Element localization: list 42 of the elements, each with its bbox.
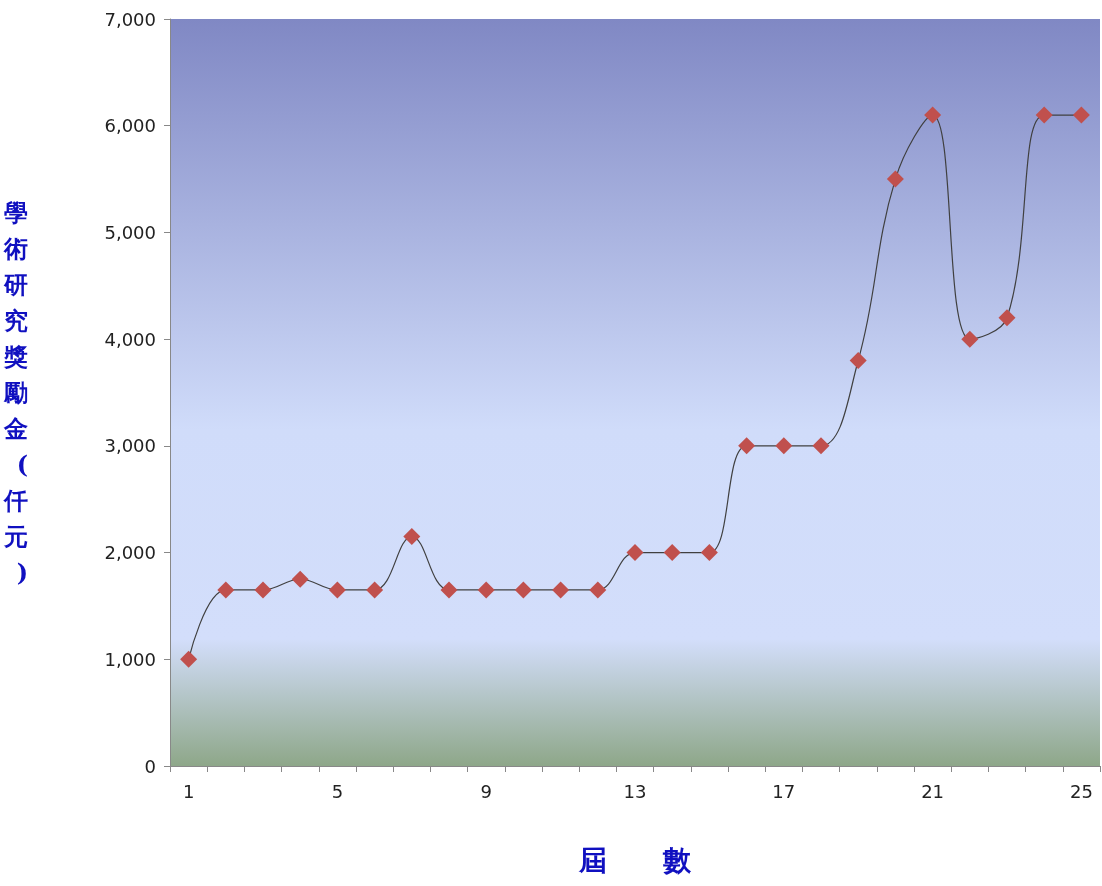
- point: [328, 581, 346, 599]
- point: [738, 437, 756, 455]
- y-tick-label: 3,000: [104, 435, 156, 457]
- x-axis-title: 屆 數: [578, 843, 692, 877]
- point: [477, 581, 495, 599]
- point: [961, 330, 979, 348]
- point: [1072, 106, 1090, 124]
- y-tick-label: 4,000: [104, 328, 156, 350]
- point: [440, 581, 458, 599]
- point: [552, 581, 570, 599]
- x-tick-label: 5: [331, 780, 344, 802]
- point: [1035, 106, 1053, 124]
- x-tick-label: 9: [480, 780, 492, 802]
- point: [886, 170, 904, 188]
- point: [924, 106, 942, 124]
- x-tick-label: 1: [182, 780, 195, 802]
- point: [291, 570, 309, 588]
- point: [775, 437, 793, 455]
- y-tick-label: 6,000: [104, 115, 156, 137]
- point: [700, 544, 718, 562]
- y-tick-label: 5,000: [104, 221, 156, 243]
- point: [514, 581, 532, 599]
- point: [663, 544, 681, 562]
- y-tick-label: 7,000: [104, 8, 156, 30]
- x-tick-label: 25: [1069, 780, 1093, 802]
- point: [626, 544, 644, 562]
- y-tick-label: 0: [144, 755, 156, 777]
- text: 學術研究獎勵金(仟元): [4, 198, 28, 587]
- point: [180, 650, 198, 668]
- point: [254, 581, 272, 599]
- y-tick-label: 1,000: [104, 648, 156, 670]
- x-tick-label: 17: [772, 780, 796, 802]
- y-tick-label: 2,000: [104, 542, 156, 564]
- point: [849, 351, 867, 369]
- point: [366, 581, 384, 599]
- point: [998, 309, 1016, 327]
- x-tick-label: 13: [623, 780, 647, 802]
- point: [217, 581, 235, 599]
- point: [589, 581, 607, 599]
- point: [812, 437, 830, 455]
- x-tick-label: 21: [921, 780, 945, 802]
- point: [403, 528, 421, 546]
